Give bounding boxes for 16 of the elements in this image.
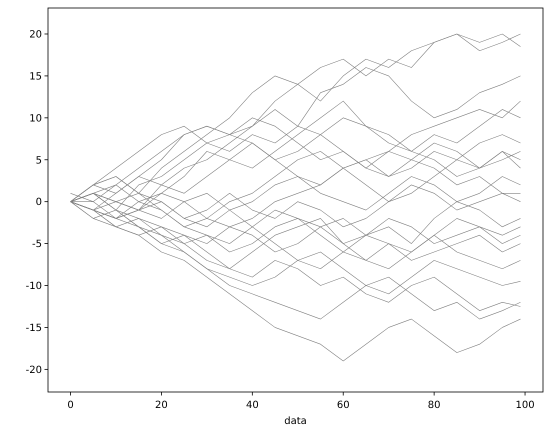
y-tick-label: -20 [26,364,42,376]
y-tick-label: 15 [29,71,42,82]
x-tick-label: 60 [336,400,350,411]
y-tick-label: -10 [26,281,42,292]
y-tick-label: 20 [29,29,42,40]
y-tick-label: 0 [36,197,42,208]
y-tick-label: -15 [26,322,42,334]
x-tick-label: 40 [246,400,259,411]
y-tick-label: 10 [29,113,42,124]
x-tick-label: 0 [67,400,74,411]
y-tick-label: 5 [36,155,42,166]
x-tick-label: 100 [516,400,535,411]
x-axis-title: data [284,416,307,427]
y-tick-label: -5 [32,239,42,250]
x-tick-label: 20 [155,400,168,411]
x-tick-label: 80 [428,400,441,411]
